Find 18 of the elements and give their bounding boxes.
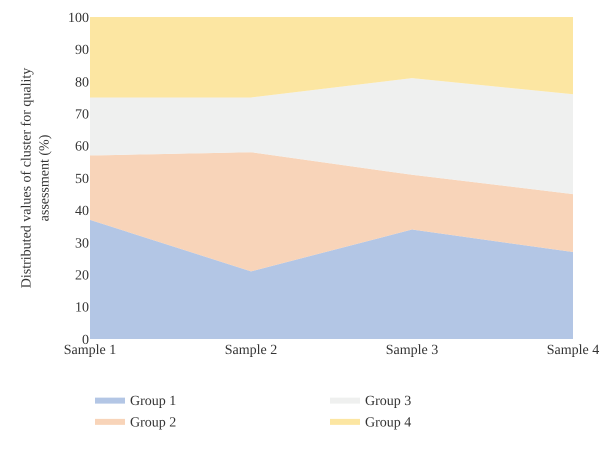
y-tick-label: 100 <box>68 10 89 26</box>
legend-label: Group 1 <box>130 394 176 410</box>
x-tick-label: Sample 4 <box>546 343 600 358</box>
y-tick-label: 50 <box>75 172 89 187</box>
y-tick-label: 10 <box>75 300 89 316</box>
y-tick-label: 90 <box>75 43 89 58</box>
y-tick-label: 40 <box>75 204 89 220</box>
legend-label: Group 2 <box>130 415 176 430</box>
y-tick-label: 70 <box>75 108 89 122</box>
legend-label: Group 4 <box>365 415 412 430</box>
y-tick-label: 20 <box>75 268 89 284</box>
y-axis-title: Distributed values of cluster for quality assessment (%) <box>19 68 53 288</box>
x-tick-label: Sample 3 <box>386 343 438 358</box>
y-tick-label: 60 <box>75 140 89 155</box>
x-tick-label: Sample 2 <box>224 343 278 358</box>
legend-label: Group 3 <box>365 394 412 410</box>
y-tick-label: 80 <box>75 75 89 90</box>
y-tick-label: 30 <box>75 236 89 252</box>
